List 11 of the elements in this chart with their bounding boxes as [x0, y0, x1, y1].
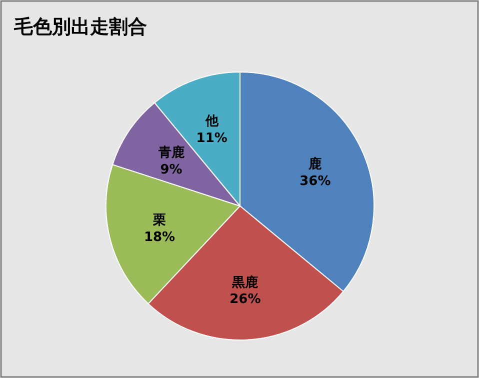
slice-label: 黒鹿: [231, 274, 258, 290]
data-label: 36%: [300, 174, 331, 189]
slice-label: 栗: [152, 213, 166, 228]
slice-label: 鹿: [308, 156, 322, 172]
slice-label: 他: [204, 114, 220, 130]
data-label: 9%: [160, 162, 182, 178]
chart-title: 毛色別出走割合: [13, 16, 147, 38]
data-label: 18%: [144, 230, 176, 245]
slice-label: 青鹿: [157, 144, 184, 161]
data-label: 26%: [230, 292, 261, 308]
data-label: 11%: [196, 131, 228, 146]
